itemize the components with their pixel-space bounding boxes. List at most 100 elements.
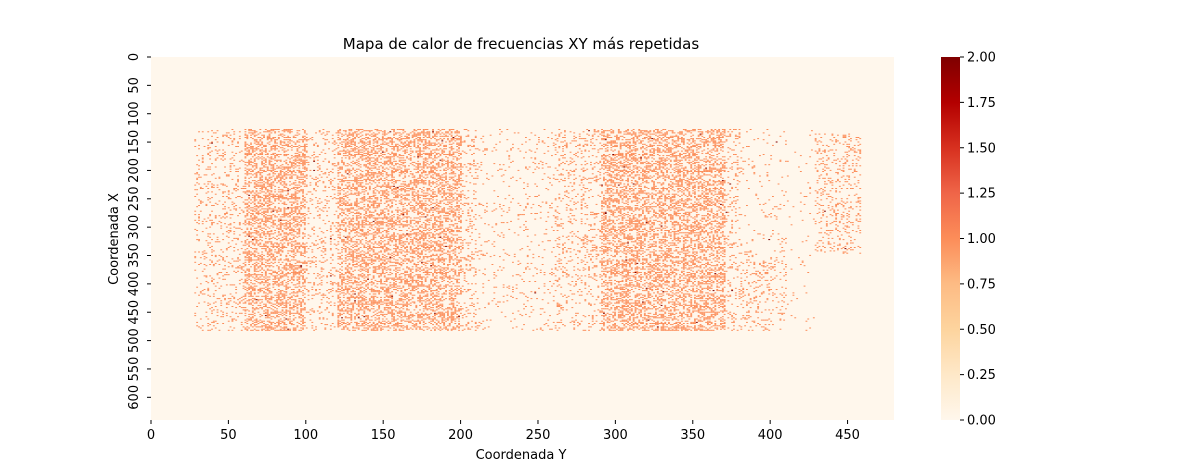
heatmap-cell-4574 [244, 185, 247, 187]
heatmap-cell-538 [374, 135, 377, 137]
heatmap-cell-1535 [848, 147, 851, 149]
heatmap-cell-3397 [270, 171, 273, 172]
heatmap-cell-4280 [721, 181, 724, 183]
heatmap-cell-3388 [229, 171, 232, 172]
heatmap-cell-1193 [341, 143, 343, 145]
heatmap-cell-164 [811, 130, 813, 132]
heatmap-cell-2457 [398, 159, 401, 161]
heatmap-cell-3498 [290, 172, 293, 174]
heatmap-cell-4889 [640, 189, 642, 191]
heatmap-cell-662 [632, 137, 635, 138]
heatmap-cell-3993 [603, 177, 605, 179]
heatmap-cell-1569 [393, 148, 395, 150]
heatmap-cell-4712 [643, 186, 646, 188]
heatmap-cell-3140 [612, 167, 615, 169]
heatmap-cell-4087 [664, 178, 667, 180]
heatmap-cell-4342 [445, 182, 447, 184]
heatmap-cell-2405 [694, 158, 696, 160]
heatmap-cell-3234 [500, 168, 503, 170]
heatmap-cell-730 [430, 138, 433, 140]
heatmap-cell-1603 [643, 148, 646, 150]
heatmap-cell-3486 [855, 171, 858, 172]
heatmap-cell-2647 [452, 161, 455, 163]
heatmap-cell-3960 [359, 177, 362, 179]
heatmap-cell-1403 [374, 146, 377, 147]
heatmap-cell-4294 [253, 182, 256, 184]
heatmap-cell-2737 [430, 163, 433, 165]
heatmap-cell-2974 [712, 165, 715, 167]
heatmap-cell-4585 [274, 185, 277, 187]
heatmap-cell-2352 [270, 158, 273, 160]
heatmap-cell-103 [344, 130, 347, 132]
heatmap-cell-921 [409, 140, 412, 142]
heatmap-cell-3573 [837, 172, 839, 174]
heatmap-cell-2440 [296, 159, 299, 161]
heatmap-cell-781 [734, 138, 737, 140]
heatmap-cell-384 [428, 133, 431, 135]
heatmap-cell-4581 [263, 185, 265, 187]
heatmap-cell-1194 [344, 143, 347, 145]
heatmap-cell-982 [216, 141, 219, 143]
heatmap-cell-3289 [251, 169, 254, 171]
heatmap-cell-1537 [198, 148, 200, 150]
heatmap-cell-2897 [824, 164, 826, 166]
heatmap-cell-4651 [688, 185, 691, 187]
heatmap-cell-2361 [361, 158, 364, 160]
heatmap-cell-2885 [708, 164, 711, 166]
heatmap-cell-2023 [408, 154, 410, 155]
heatmap-cell-1179 [255, 143, 258, 145]
heatmap-cell-3071 [690, 166, 693, 168]
heatmap-cell-3184 [246, 168, 249, 170]
heatmap-cell-4499 [270, 184, 273, 186]
heatmap-cell-4128 [352, 180, 355, 182]
heatmap-cell-2225 [621, 156, 624, 158]
heatmap-cell-3979 [476, 177, 479, 179]
heatmap-cell-2960 [645, 165, 648, 167]
heatmap-cell-2913 [296, 165, 299, 167]
heatmap-cell-3058 [638, 166, 641, 168]
heatmap-cell-3651 [703, 173, 706, 175]
heatmap-cell-4206 [857, 180, 860, 182]
heatmap-cell-3688 [365, 174, 368, 176]
heatmap-cell-4123 [342, 180, 345, 182]
heatmap-cell-2576 [656, 160, 659, 162]
heatmap-cell-1929 [395, 152, 397, 154]
heatmap-cell-2993 [266, 166, 269, 168]
heatmap-cell-2863 [601, 164, 603, 166]
heatmap-cell-4965 [604, 190, 607, 192]
heatmap-cell-2950 [608, 165, 611, 167]
heatmap-cell-246 [707, 131, 709, 133]
heatmap-cell-507 [720, 134, 722, 136]
heatmap-cell-111 [370, 130, 373, 132]
heatmap-cell-2279 [368, 157, 371, 159]
heatmap-cell-4529 [445, 184, 447, 186]
heatmap-cell-1710 [829, 149, 832, 151]
heatmap-cell-223 [617, 131, 620, 133]
heatmap-cell-1237 [610, 143, 613, 145]
heatmap-cell-2282 [376, 157, 379, 159]
heatmap-cell-4075 [597, 178, 600, 180]
heatmap-cell-705 [339, 138, 342, 140]
heatmap-cell-2153 [671, 155, 674, 157]
heatmap-cell-2428 [248, 159, 251, 161]
heatmap-cell-1601 [636, 148, 639, 150]
heatmap-cell-4451 [614, 183, 616, 185]
heatmap-cell-46 [463, 129, 466, 130]
heatmap-cell-4375 [694, 182, 696, 184]
heatmap-cell-3774 [372, 175, 375, 177]
heatmap-cell-2151 [666, 155, 668, 157]
heatmap-cell-968 [707, 140, 709, 142]
heatmap-cell-1924 [376, 152, 379, 154]
heatmap-cell-1368 [857, 144, 860, 146]
heatmap-cell-2896 [818, 164, 821, 166]
heatmap-cell-2394 [634, 158, 637, 160]
heatmap-cell-4013 [694, 177, 696, 179]
heatmap-cell-1570 [396, 148, 399, 150]
heatmap-cell-3676 [292, 174, 295, 176]
heatmap-cell-3740 [707, 174, 709, 176]
heatmap-cell-4066 [541, 178, 544, 180]
heatmap-cell-2042 [554, 154, 557, 155]
heatmap-cell-3326 [430, 169, 433, 171]
heatmap-cell-3524 [415, 172, 418, 174]
heatmap-cell-4438 [447, 183, 449, 185]
